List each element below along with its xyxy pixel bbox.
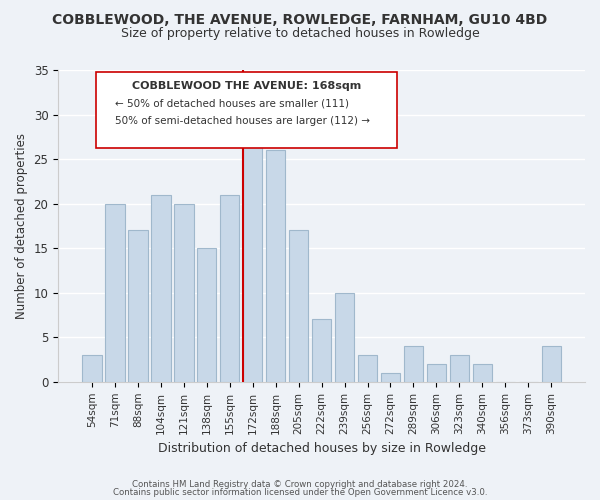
Bar xyxy=(404,346,423,382)
Text: ← 50% of detached houses are smaller (111): ← 50% of detached houses are smaller (11… xyxy=(115,98,349,108)
Text: Contains public sector information licensed under the Open Government Licence v3: Contains public sector information licen… xyxy=(113,488,487,497)
Bar xyxy=(427,364,446,382)
Text: Contains HM Land Registry data © Crown copyright and database right 2024.: Contains HM Land Registry data © Crown c… xyxy=(132,480,468,489)
Bar xyxy=(266,150,286,382)
Bar xyxy=(358,355,377,382)
Text: COBBLEWOOD, THE AVENUE, ROWLEDGE, FARNHAM, GU10 4BD: COBBLEWOOD, THE AVENUE, ROWLEDGE, FARNHA… xyxy=(52,12,548,26)
Text: 50% of semi-detached houses are larger (112) →: 50% of semi-detached houses are larger (… xyxy=(115,116,370,126)
Bar xyxy=(151,194,170,382)
Bar xyxy=(449,355,469,382)
X-axis label: Distribution of detached houses by size in Rowledge: Distribution of detached houses by size … xyxy=(158,442,485,455)
Text: Size of property relative to detached houses in Rowledge: Size of property relative to detached ho… xyxy=(121,28,479,40)
Text: COBBLEWOOD THE AVENUE: 168sqm: COBBLEWOOD THE AVENUE: 168sqm xyxy=(132,80,362,90)
Bar xyxy=(220,194,239,382)
Bar xyxy=(381,373,400,382)
FancyBboxPatch shape xyxy=(97,72,397,148)
Bar xyxy=(105,204,125,382)
Bar xyxy=(542,346,561,382)
Bar xyxy=(312,320,331,382)
Bar xyxy=(243,132,262,382)
Bar xyxy=(335,292,355,382)
Bar xyxy=(289,230,308,382)
Bar xyxy=(82,355,101,382)
Bar xyxy=(174,204,194,382)
Bar xyxy=(473,364,492,382)
Bar xyxy=(197,248,217,382)
Y-axis label: Number of detached properties: Number of detached properties xyxy=(15,133,28,319)
Bar xyxy=(128,230,148,382)
